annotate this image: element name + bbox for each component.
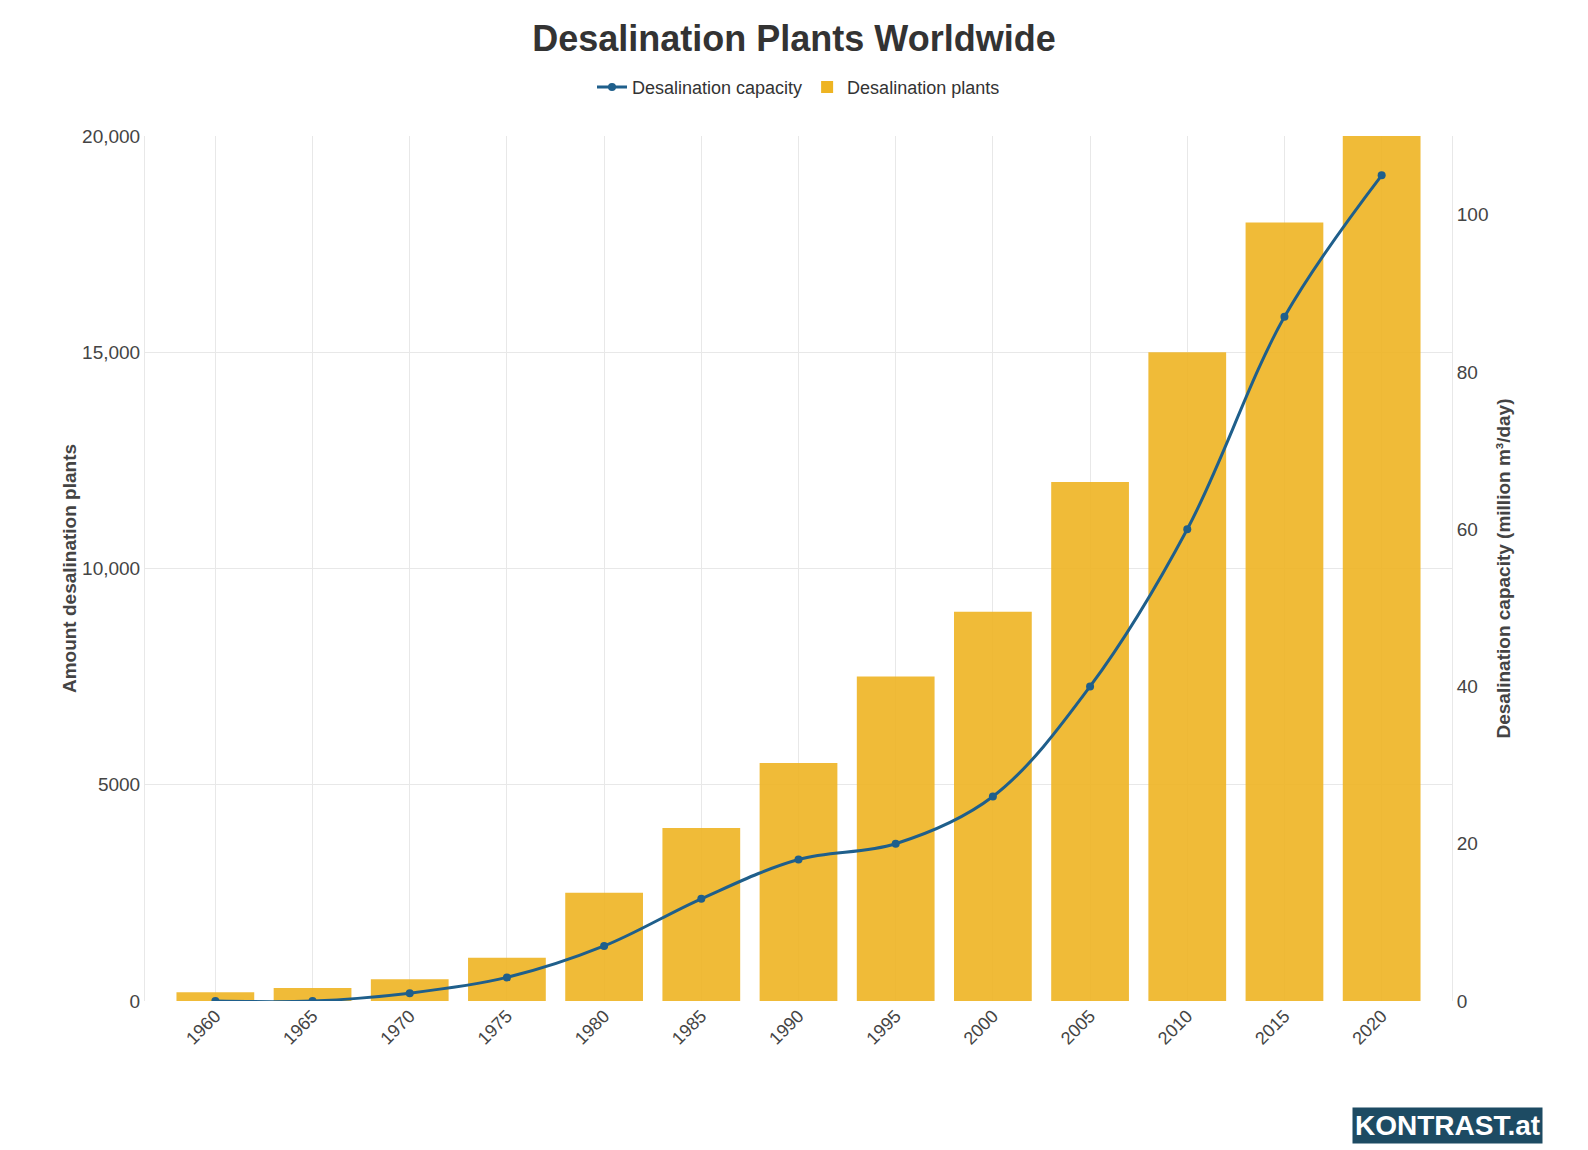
svg-text:10,000: 10,000 [82,558,140,579]
svg-text:Desalination Plants Worldwide: Desalination Plants Worldwide [532,18,1055,59]
svg-text:1960: 1960 [182,1006,224,1048]
svg-text:1990: 1990 [765,1006,807,1048]
svg-text:1970: 1970 [376,1006,418,1048]
svg-text:2020: 2020 [1348,1006,1390,1048]
svg-text:60: 60 [1457,519,1478,540]
svg-text:0: 0 [1457,991,1468,1012]
svg-text:1995: 1995 [862,1006,904,1048]
svg-text:15,000: 15,000 [82,342,140,363]
svg-text:100: 100 [1457,204,1489,225]
svg-text:1985: 1985 [668,1006,710,1048]
svg-text:5000: 5000 [98,774,140,795]
svg-text:KONTRAST.at: KONTRAST.at [1355,1110,1540,1141]
svg-text:80: 80 [1457,362,1478,383]
svg-text:2010: 2010 [1154,1006,1196,1048]
svg-text:Desalination capacity: Desalination capacity [632,78,802,98]
svg-text:20: 20 [1457,833,1478,854]
svg-text:Desalination capacity (million: Desalination capacity (million m³/day) [1493,399,1514,739]
svg-text:2000: 2000 [960,1006,1002,1048]
svg-text:2015: 2015 [1251,1006,1293,1048]
svg-text:Amount desalination plants: Amount desalination plants [59,444,80,693]
svg-text:0: 0 [130,991,141,1012]
svg-text:1965: 1965 [279,1006,321,1048]
svg-text:1980: 1980 [571,1006,613,1048]
svg-text:1975: 1975 [474,1006,516,1048]
svg-text:20,000: 20,000 [82,126,140,147]
svg-text:2005: 2005 [1057,1006,1099,1048]
svg-text:40: 40 [1457,676,1478,697]
svg-text:Desalination plants: Desalination plants [847,78,999,98]
